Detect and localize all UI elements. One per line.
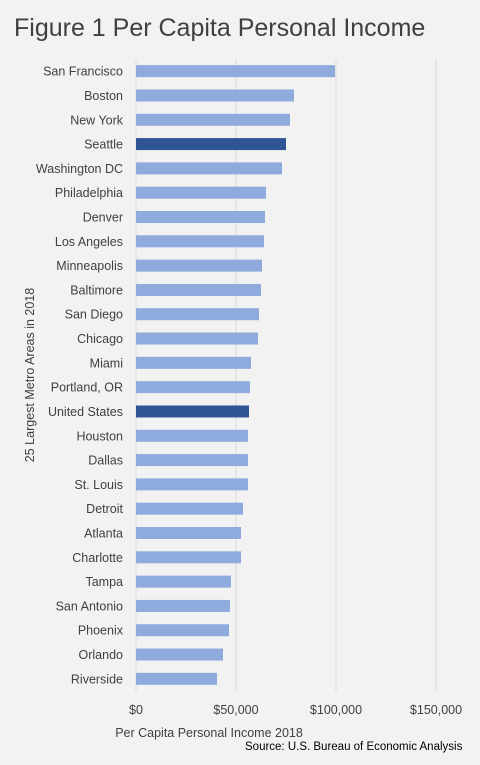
category-label: Seattle xyxy=(84,138,123,152)
category-label: Philadelphia xyxy=(55,186,123,200)
bar xyxy=(136,381,250,394)
category-label: Orlando xyxy=(79,648,124,662)
category-label: Charlotte xyxy=(72,551,123,565)
bar xyxy=(136,624,229,637)
x-tick-label: $100,000 xyxy=(310,703,362,717)
category-label: Phoenix xyxy=(78,624,124,638)
bar xyxy=(136,332,258,345)
category-label: San Diego xyxy=(65,308,123,322)
bar xyxy=(136,478,248,491)
bar xyxy=(136,405,249,418)
category-label: Denver xyxy=(83,211,123,225)
category-label: Detroit xyxy=(86,502,123,516)
category-label: Washington DC xyxy=(36,162,123,176)
category-label: Baltimore xyxy=(70,283,123,297)
category-label: Boston xyxy=(84,89,123,103)
bar xyxy=(136,648,223,661)
bar xyxy=(136,454,248,467)
bar xyxy=(136,283,261,296)
bar xyxy=(136,162,282,175)
category-label: Tampa xyxy=(85,575,123,589)
category-label: Los Angeles xyxy=(55,235,123,249)
category-label: San Antonio xyxy=(56,599,123,613)
bar xyxy=(136,89,294,102)
bar xyxy=(136,259,262,272)
x-tick-label: $0 xyxy=(129,703,143,717)
bar xyxy=(136,235,264,248)
bar xyxy=(136,65,335,78)
category-label: New York xyxy=(70,113,124,127)
x-tick-label: $150,000 xyxy=(410,703,462,717)
x-axis-label: Per Capita Personal Income 2018 xyxy=(115,726,303,740)
bar xyxy=(136,672,217,685)
category-label: Riverside xyxy=(71,672,123,686)
bar xyxy=(136,186,266,199)
category-label: Minneapolis xyxy=(56,259,123,273)
bar xyxy=(136,551,241,564)
bar xyxy=(136,138,286,151)
bar xyxy=(136,575,231,588)
category-label: Atlanta xyxy=(84,527,123,541)
bar xyxy=(136,429,248,442)
bar xyxy=(136,356,251,369)
category-label: Portland, OR xyxy=(51,381,123,395)
chart-title: Figure 1 Per Capita Personal Income xyxy=(14,14,426,42)
source-note: Source: U.S. Bureau of Economic Analysis xyxy=(245,741,463,753)
bar xyxy=(136,527,241,539)
category-label: Miami xyxy=(90,356,123,370)
category-label: St. Louis xyxy=(74,478,123,492)
x-tick-label: $50,000 xyxy=(213,703,258,717)
bar xyxy=(136,113,290,126)
bar xyxy=(136,599,230,612)
category-label: Dallas xyxy=(88,454,123,468)
bar xyxy=(136,211,265,223)
bar xyxy=(136,502,243,515)
category-label: Houston xyxy=(76,429,123,443)
y-axis-label: 25 Largest Metro Areas in 2018 xyxy=(23,288,37,462)
category-label: Chicago xyxy=(77,332,123,346)
bar xyxy=(136,308,259,321)
category-label: San Francisco xyxy=(43,65,123,79)
category-label: United States xyxy=(48,405,123,419)
